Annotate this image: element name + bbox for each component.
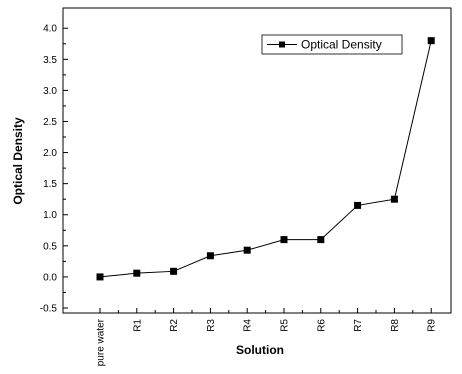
data-point-marker (390, 195, 398, 203)
data-point-marker (170, 267, 178, 275)
x-tick-label: R5 (280, 319, 291, 332)
x-tick-label: R7 (353, 319, 364, 332)
x-axis-title: Solution (236, 343, 284, 357)
data-point-marker (243, 246, 251, 254)
x-axis-ticks: pure water R1 R2 R3 R4 R5 R6 R7 R8 R9 (96, 308, 438, 366)
data-point-marker (317, 236, 325, 244)
data-point-marker (96, 273, 104, 281)
legend: Optical Density (261, 34, 403, 55)
y-axis-title: Optical Density (11, 117, 25, 205)
y-tick-label: 2.0 (43, 148, 57, 159)
legend-box (261, 34, 403, 55)
x-tick-label: R4 (243, 319, 254, 332)
x-tick-label: R8 (390, 319, 401, 332)
x-tick-label: R2 (169, 319, 180, 332)
plot-frame (62, 7, 452, 314)
data-point-marker (133, 269, 141, 277)
y-tick-label: 0.0 (43, 272, 57, 283)
data-point-marker (206, 252, 214, 260)
x-tick-label: R3 (206, 319, 217, 332)
y-tick-label: 1.0 (43, 210, 57, 221)
y-axis-ticks: -0.5 0.0 0.5 1.0 1.5 2.0 2.5 3.0 3.5 4.0 (40, 24, 68, 315)
series-line (99, 40, 432, 278)
legend-label: Optical Density (301, 38, 382, 52)
y-tick-label: 1.5 (43, 179, 57, 190)
x-tick-label: pure water (96, 318, 107, 366)
y-tick-label: 3.0 (43, 86, 57, 97)
y-tick-label: 2.5 (43, 117, 57, 128)
data-point-marker (427, 37, 435, 45)
legend-marker-square (279, 41, 285, 48)
x-tick-label: R1 (132, 319, 143, 332)
data-point-marker (354, 201, 362, 209)
data-point-marker (280, 236, 288, 244)
x-tick-label: R9 (427, 319, 438, 332)
y-tick-label: 0.5 (43, 241, 57, 252)
series-group (96, 37, 435, 281)
x-tick-label: R6 (316, 319, 327, 332)
y-tick-label: 4.0 (43, 24, 57, 35)
y-tick-label: 3.5 (43, 55, 57, 66)
y-tick-label: -0.5 (40, 304, 58, 315)
